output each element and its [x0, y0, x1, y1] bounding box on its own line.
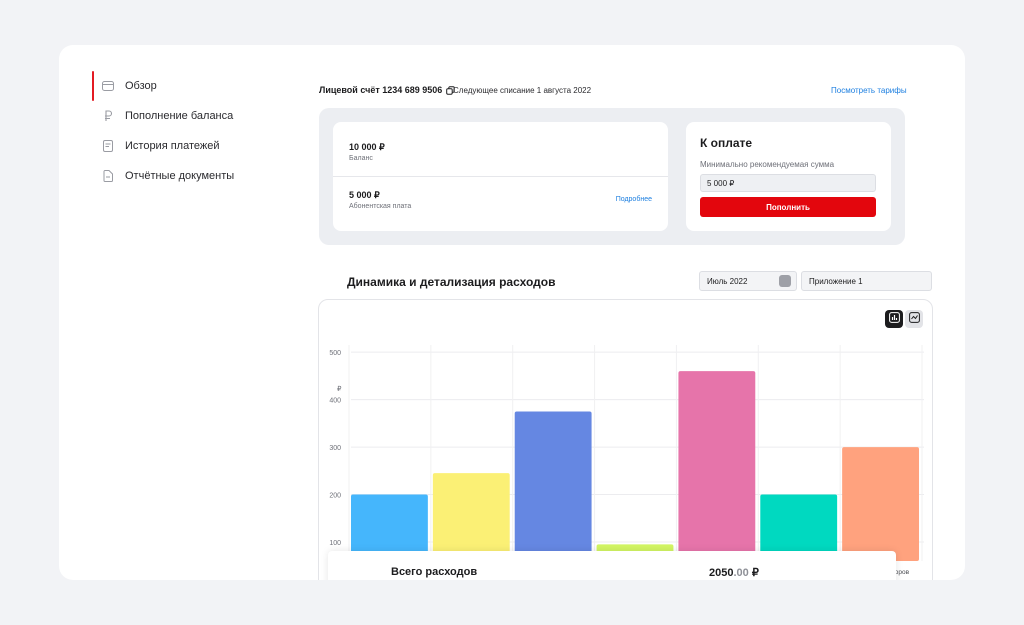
- fee-label: Абонентская плата: [349, 203, 412, 210]
- divider: [333, 176, 668, 177]
- summary-panel: 10 000 ₽ Баланс 5 000 ₽ Абонентская плат…: [319, 108, 905, 245]
- bar-2: [432, 473, 510, 561]
- sidebar-item-label: Отчётные документы: [125, 170, 235, 182]
- sidebar-item-history[interactable]: История платежей: [101, 134, 220, 158]
- calendar-icon: [779, 275, 791, 287]
- y-tick-label: 400: [329, 398, 341, 405]
- view-tariffs-link[interactable]: Посмотреть тарифы: [831, 86, 907, 95]
- app-select-value: Приложение 1: [809, 276, 863, 286]
- payment-title: К оплате: [700, 136, 753, 150]
- y-tick-label: 100: [329, 540, 341, 547]
- total-expenses: Всего расходов 2050.00 ₽: [328, 551, 896, 580]
- sidebar-item-label: История платежей: [125, 140, 220, 152]
- y-tick-label: 500: [329, 350, 341, 357]
- balance-amount: 10 000 ₽: [349, 142, 385, 152]
- total-currency: ₽: [748, 567, 759, 579]
- bar-chart-toggle[interactable]: [885, 310, 903, 328]
- total-label: Всего расходов: [391, 566, 478, 578]
- y-tick-label: 300: [329, 445, 341, 452]
- line-chart-toggle[interactable]: [905, 310, 923, 328]
- month-select[interactable]: Июль 2022: [699, 271, 797, 291]
- line-chart-icon: [908, 310, 920, 328]
- payment-box: К оплате Минимально рекомендуемая сумма …: [686, 122, 891, 231]
- ruble-icon: [101, 109, 115, 123]
- balance-box: 10 000 ₽ Баланс 5 000 ₽ Абонентская плат…: [333, 122, 668, 231]
- account-number: Лицевой счёт 1234 689 9506: [319, 85, 456, 95]
- topup-button[interactable]: Пополнить: [700, 197, 876, 217]
- bar-3: [514, 411, 592, 561]
- sidebar-item-label: Обзор: [125, 80, 157, 92]
- bar-7: [842, 447, 919, 561]
- copy-icon[interactable]: [446, 85, 456, 95]
- sidebar-item-overview[interactable]: Обзор: [101, 74, 157, 98]
- active-indicator: [92, 71, 94, 101]
- details-link[interactable]: Подробнее: [615, 196, 652, 203]
- month-select-value: Июль 2022: [707, 276, 748, 286]
- y-tick-label: 200: [329, 493, 341, 500]
- y-axis-unit: ₽: [337, 385, 342, 393]
- bar-6: [760, 494, 838, 561]
- payment-amount-field[interactable]: 5 000 ₽: [700, 174, 876, 192]
- sidebar-item-label: Пополнение баланса: [125, 110, 234, 122]
- payment-hint: Минимально рекомендуемая сумма: [700, 160, 835, 169]
- total-value-decimal: .00: [733, 567, 749, 579]
- bar-5: [678, 371, 756, 561]
- receipt-icon: [101, 139, 115, 153]
- chart-title: Динамика и детализация расходов: [347, 275, 556, 289]
- card-icon: [101, 79, 115, 93]
- total-value: 2050.00 ₽: [709, 566, 759, 579]
- fee-amount: 5 000 ₽: [349, 190, 380, 200]
- next-charge-text: Следующее списание 1 августа 2022: [453, 86, 592, 95]
- chart-panel: ₽100200300400500Подключение номеровЗвонк…: [318, 299, 933, 580]
- main-card: Обзор Пополнение баланса История платеже…: [59, 45, 965, 580]
- expense-bar-chart: ₽100200300400500Подключение номеровЗвонк…: [329, 345, 924, 576]
- bar-1: [351, 494, 428, 561]
- total-value-int: 2050: [709, 567, 734, 579]
- balance-label: Баланс: [349, 155, 373, 162]
- bar-chart-icon: [888, 310, 900, 328]
- sidebar-item-topup[interactable]: Пополнение баланса: [101, 104, 233, 128]
- document-icon: [101, 169, 115, 183]
- app-select[interactable]: Приложение 1: [801, 271, 932, 291]
- sidebar-item-documents[interactable]: Отчётные документы: [101, 164, 234, 188]
- account-number-text: Лицевой счёт 1234 689 9506: [319, 85, 443, 95]
